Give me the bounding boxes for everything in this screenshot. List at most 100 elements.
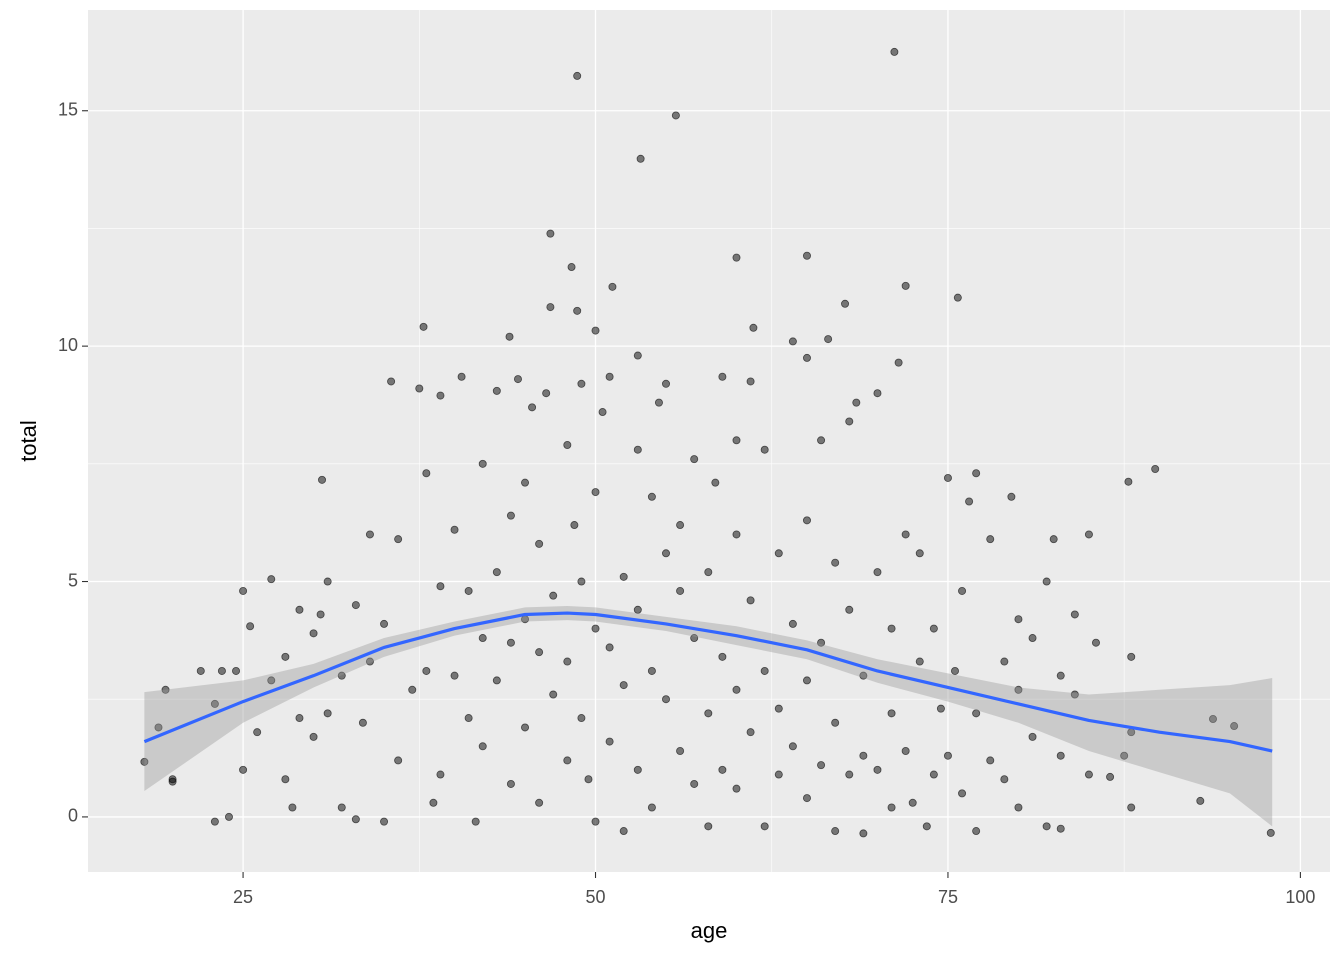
panel [88, 10, 1330, 872]
point [436, 391, 445, 400]
point [598, 408, 607, 417]
point [802, 251, 811, 260]
point [1042, 577, 1051, 586]
point [528, 403, 537, 412]
point [217, 666, 226, 675]
point [1014, 685, 1023, 694]
point [591, 624, 600, 633]
point [591, 817, 600, 826]
point [718, 372, 727, 381]
point [958, 586, 967, 595]
point [605, 737, 614, 746]
point [901, 747, 910, 756]
point [690, 779, 699, 788]
point [1196, 796, 1205, 805]
point [749, 323, 758, 332]
point [1208, 714, 1217, 723]
point [577, 714, 586, 723]
point [450, 671, 459, 680]
point [760, 666, 769, 675]
point [1230, 722, 1239, 731]
point [239, 765, 248, 774]
point [662, 379, 671, 388]
point [450, 525, 459, 534]
y-tick-label: 5 [68, 570, 78, 590]
point [365, 657, 374, 666]
point [506, 779, 515, 788]
point [513, 375, 522, 384]
x-tick-label: 100 [1285, 887, 1315, 907]
point [1070, 610, 1079, 619]
point [958, 789, 967, 798]
point [633, 765, 642, 774]
point [1120, 751, 1129, 760]
point [841, 299, 850, 308]
point [154, 723, 163, 732]
point [887, 803, 896, 812]
point [535, 798, 544, 807]
point [1151, 465, 1160, 474]
point [817, 436, 826, 445]
point [1091, 638, 1100, 647]
point [309, 629, 318, 638]
point [506, 638, 515, 647]
point [563, 657, 572, 666]
point [774, 704, 783, 713]
point [852, 398, 861, 407]
point [1084, 530, 1093, 539]
point [901, 530, 910, 539]
point [802, 676, 811, 685]
point [915, 657, 924, 666]
point [732, 253, 741, 262]
point [676, 521, 685, 530]
point [901, 281, 910, 290]
point [831, 718, 840, 727]
point [605, 643, 614, 652]
point [619, 681, 628, 690]
point [1106, 772, 1115, 781]
point [535, 648, 544, 657]
point [859, 751, 868, 760]
y-tick-label: 10 [58, 335, 78, 355]
point [422, 469, 431, 478]
point [972, 469, 981, 478]
point [478, 459, 487, 468]
point [943, 473, 952, 482]
point [817, 761, 826, 770]
point [351, 815, 360, 824]
point [788, 337, 797, 346]
point [464, 714, 473, 723]
point [732, 685, 741, 694]
point [647, 803, 656, 812]
point [365, 530, 374, 539]
point [936, 704, 945, 713]
point [1049, 535, 1058, 544]
point [140, 757, 149, 766]
point [351, 601, 360, 610]
point [1070, 690, 1079, 699]
point [1000, 657, 1009, 666]
point [1056, 751, 1065, 760]
point [662, 695, 671, 704]
point [929, 624, 938, 633]
point [457, 372, 466, 381]
point [894, 358, 903, 367]
point [210, 817, 219, 826]
point [267, 676, 276, 685]
point [323, 709, 332, 718]
point [196, 666, 205, 675]
point [323, 577, 332, 586]
point [1007, 492, 1016, 501]
point [1028, 634, 1037, 643]
point [859, 829, 868, 838]
point [845, 605, 854, 614]
point [232, 666, 241, 675]
point [704, 709, 713, 718]
point [915, 549, 924, 558]
point [943, 751, 952, 760]
point [591, 326, 600, 335]
point [986, 756, 995, 765]
point [573, 306, 582, 315]
point [316, 610, 325, 619]
